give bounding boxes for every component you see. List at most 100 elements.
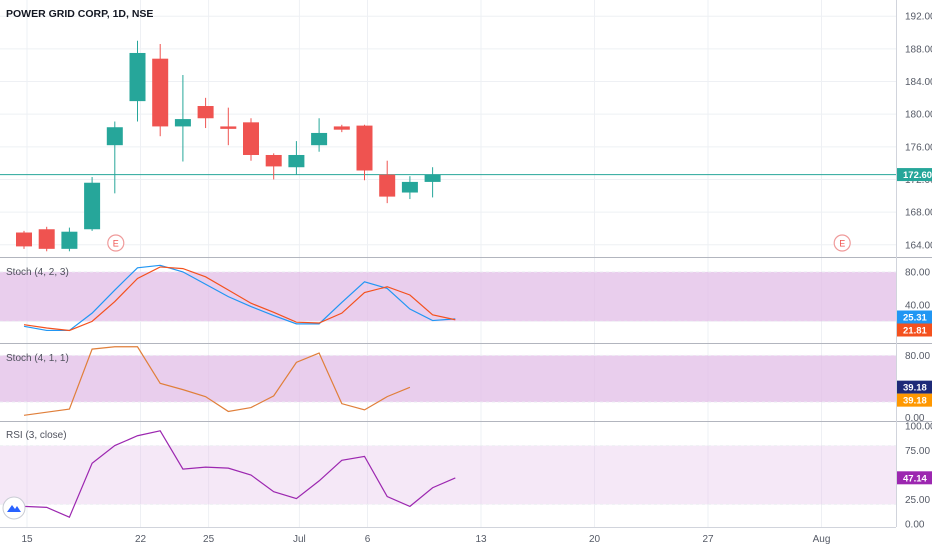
rsi-title: RSI (3, close): [6, 430, 67, 441]
candle-body: [84, 182, 101, 230]
stoch1-gridlines: [0, 271, 896, 322]
value-badge: 47.14: [897, 471, 932, 485]
x-tick-label: Aug: [813, 534, 831, 545]
candle-body: [424, 174, 441, 182]
candle: [38, 226, 55, 252]
rsi-lines: [23, 430, 456, 518]
rsi-pane[interactable]: RSI (3, close): [0, 430, 896, 518]
time-axis[interactable]: 15 22 25 Jul 6 13 20 27 Aug: [0, 527, 896, 546]
candle: [84, 177, 101, 231]
value-badge: 39.18: [897, 380, 932, 394]
price-tick-label: 180.00: [905, 110, 932, 121]
candle: [174, 75, 191, 162]
series-line: [23, 346, 411, 416]
logo-icon[interactable]: [2, 496, 26, 520]
stoch1-band: [0, 271, 896, 322]
earnings-marker[interactable]: E: [833, 234, 851, 252]
candle-body: [16, 232, 32, 247]
value-badge-label: 25.31: [903, 313, 927, 324]
x-tick-label: Jul: [293, 534, 306, 545]
value-badge-label: 21.81: [903, 326, 927, 337]
stoch2-gridlines: [0, 354, 896, 403]
osc-tick-label: 100.00: [905, 421, 932, 432]
stoch1-title: Stoch (4, 2, 3): [6, 267, 69, 278]
candle-body: [106, 127, 123, 146]
candle-body: [38, 229, 55, 249]
candle: [106, 121, 123, 194]
candle-body: [356, 125, 373, 171]
candles: [16, 40, 441, 252]
rsi-gridlines: [0, 445, 896, 505]
candle-body: [197, 106, 214, 119]
candle: [311, 118, 328, 152]
x-tick-label: 6: [365, 534, 371, 545]
candle-body: [220, 126, 237, 129]
candle-body: [333, 126, 350, 130]
value-badge-label: 47.14: [903, 473, 927, 484]
candle: [356, 124, 373, 181]
candle-body: [243, 122, 259, 155]
osc-tick-label: 80.00: [905, 267, 930, 278]
candle-body: [401, 181, 418, 193]
candle: [379, 160, 396, 204]
stoch1-lines: [23, 264, 456, 332]
osc-tick-label: 40.00: [905, 300, 930, 311]
candle-body: [174, 119, 191, 127]
osc-tick-label: 80.00: [905, 351, 930, 362]
earnings-marker[interactable]: E: [107, 234, 125, 252]
candle: [220, 107, 237, 146]
candle: [333, 124, 350, 133]
candle: [401, 176, 418, 200]
price-tick-label: 192.00: [905, 12, 932, 23]
earnings-marker-label: E: [839, 239, 845, 249]
candle: [129, 40, 146, 122]
candle-body: [152, 58, 169, 127]
candle: [197, 97, 214, 129]
x-tick-label: 15: [21, 534, 33, 545]
candle-body: [265, 154, 282, 167]
price-gridlines: [0, 15, 896, 246]
candle-body: [311, 132, 328, 146]
stoch2-lines: [23, 346, 411, 416]
value-badge-label: 39.18: [903, 396, 927, 407]
stoch-pane-1[interactable]: Stoch (4, 2, 3): [0, 264, 896, 332]
osc-tick-label: 0.00: [905, 413, 925, 424]
x-tick-label: 27: [702, 534, 714, 545]
price-axis[interactable]: 164.00168.00172.00176.00180.00184.00188.…: [896, 0, 932, 531]
value-badge: 39.18: [897, 393, 932, 407]
last-price-badge: 172.60: [897, 168, 932, 182]
value-badge-label: 39.18: [903, 383, 927, 394]
price-tick-label: 168.00: [905, 208, 932, 219]
candle: [152, 43, 169, 137]
x-tick-label: 25: [203, 534, 215, 545]
stoch-pane-2[interactable]: Stoch (4, 1, 1): [0, 346, 896, 416]
stoch2-title: Stoch (4, 1, 1): [6, 353, 69, 364]
price-tick-label: 176.00: [905, 142, 932, 153]
candle: [424, 167, 441, 198]
candle: [243, 118, 259, 161]
candle: [61, 227, 78, 252]
chart-title: POWER GRID CORP, 1D, NSE: [6, 8, 153, 20]
series-line: [23, 430, 456, 518]
last-price-badge-label: 172.60: [903, 170, 932, 181]
candle-body: [288, 154, 305, 168]
candle-body: [129, 52, 146, 102]
stoch2-band: [0, 355, 896, 403]
value-badges: 25.31 21.81 39.18 39.18 47.14 172.60: [897, 168, 932, 485]
x-tick-label: 22: [135, 534, 147, 545]
x-tick-label: 20: [589, 534, 601, 545]
price-tick-label: 184.00: [905, 77, 932, 88]
candle: [265, 153, 282, 180]
pane-separators[interactable]: [0, 257, 932, 422]
value-badge: 21.81: [897, 323, 932, 337]
osc-tick-label: 75.00: [905, 446, 930, 457]
series-line: [23, 266, 456, 332]
candle-body: [61, 231, 78, 249]
osc-tick-label: 0.00: [905, 520, 925, 531]
osc-tick-label: 25.00: [905, 495, 930, 506]
price-tick-label: 188.00: [905, 44, 932, 55]
candle: [288, 141, 305, 175]
